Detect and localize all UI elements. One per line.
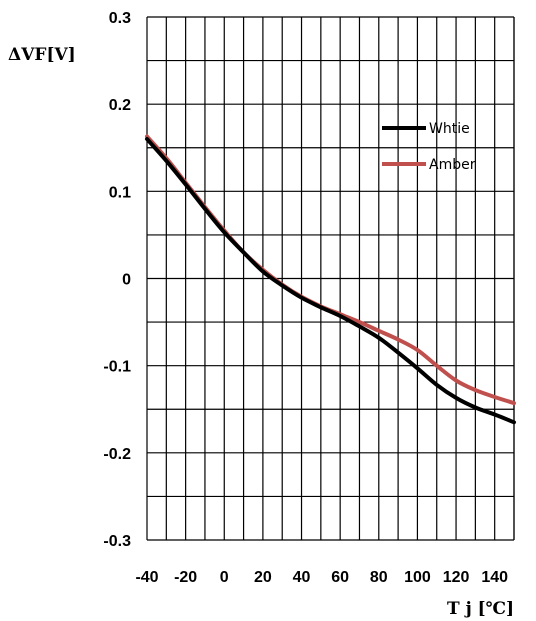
grid	[146, 16, 515, 541]
y-tick-label: -0.1	[103, 359, 131, 376]
y-tick-label: 0.3	[109, 10, 131, 27]
x-tick-label: 40	[293, 569, 311, 586]
y-tick-label: 0.2	[109, 97, 131, 114]
x-tick-label: 80	[370, 569, 388, 586]
y-tick-label: 0.1	[109, 184, 131, 201]
x-tick-label: 0	[220, 569, 229, 586]
y-tick-label: -0.2	[103, 446, 131, 463]
y-tick-label: -0.3	[103, 533, 131, 550]
series-group	[145, 134, 516, 425]
x-tick-label: 100	[404, 569, 431, 586]
x-tick-label: 60	[331, 569, 349, 586]
legend-label-whtie: Whtie	[429, 121, 470, 137]
x-axis-title: T j [℃]	[447, 599, 514, 619]
x-tick-label: 20	[254, 569, 272, 586]
ticks-group: 0.3 0.2 0.1 0 -0.1 -0.2 -0.3 -40 -20 0 20 40 60 80 100…	[103, 10, 508, 586]
x-tick-label: 140	[481, 569, 508, 586]
y-axis-title: ΔVF[V]	[8, 45, 76, 65]
x-tick-label: -20	[174, 569, 197, 586]
x-tick-label: 120	[443, 569, 470, 586]
series-line-amber	[145, 134, 516, 406]
legend: Whtie Amber	[382, 121, 476, 173]
legend-label-amber: Amber	[429, 157, 476, 173]
y-tick-label: 0	[122, 272, 131, 289]
series-line-whtie	[145, 137, 516, 425]
x-tick-label: -40	[135, 569, 158, 586]
